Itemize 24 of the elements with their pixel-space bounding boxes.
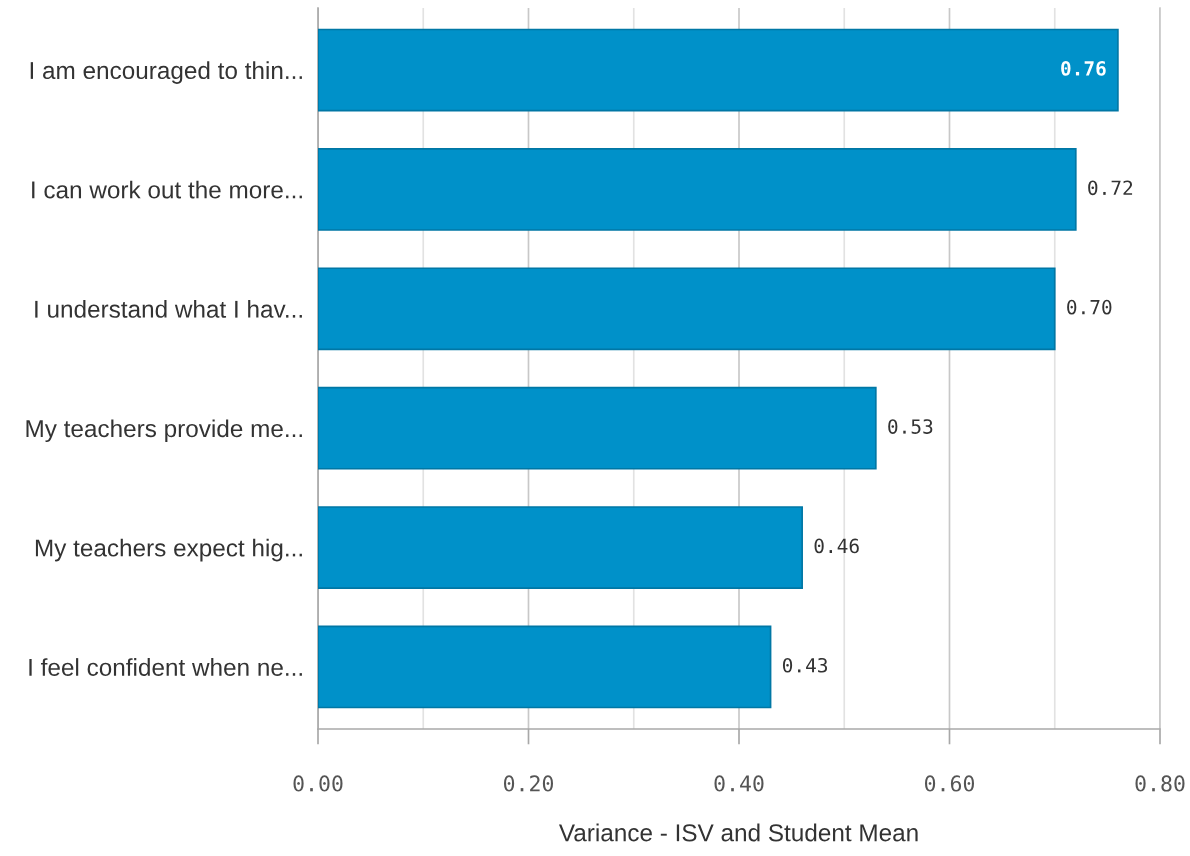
- bar: [318, 28, 1119, 112]
- bar: [318, 506, 803, 589]
- y-tick-label: I can work out the more...: [32, 180, 302, 199]
- data-label: 0.53: [888, 419, 933, 434]
- data-label: 0.70: [1067, 299, 1112, 315]
- x-tick-label: 0.60: [924, 775, 975, 792]
- data-label: 0.46: [814, 538, 859, 554]
- x-tick-label: 0.00: [293, 775, 343, 792]
- bar: [318, 148, 1077, 231]
- x-tick-label: 0.20: [503, 775, 554, 792]
- y-tick-label: I am encouraged to thin...: [30, 61, 302, 84]
- x-tick-label: 0.80: [1135, 775, 1185, 792]
- bar: [318, 386, 877, 470]
- data-label: 0.76: [1061, 61, 1106, 76]
- bar: [318, 625, 772, 709]
- x-axis-title: Variance - ISV and Student Mean: [558, 823, 918, 842]
- bar: [318, 267, 1056, 351]
- x-tick-label: 0.40: [714, 775, 764, 792]
- y-tick-label: I feel confident when ne...: [29, 658, 302, 676]
- data-label: 0.72: [1088, 180, 1133, 196]
- y-tick-label: My teachers expect hig...: [35, 538, 302, 562]
- data-label: 0.43: [782, 657, 828, 673]
- y-tick-label: I understand what I hav...: [35, 300, 302, 318]
- y-tick-label: My teachers provide me...: [26, 419, 302, 443]
